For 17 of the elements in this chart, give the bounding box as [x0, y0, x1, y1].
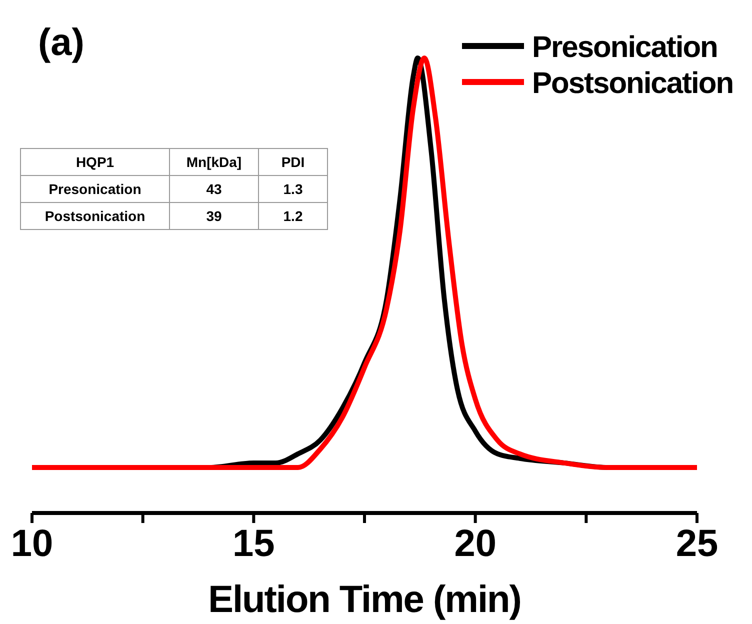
x-tick-label: 10 — [10, 522, 54, 565]
annotation: 43 — [170, 176, 258, 202]
annotation: Mn[kDa] — [170, 148, 258, 176]
annotation: HQP1 — [20, 148, 170, 176]
chart-title: (a) — [38, 22, 84, 64]
annotation: 1.3 — [258, 176, 328, 202]
legend-label: Presonication — [532, 31, 718, 64]
x-tick-label: 25 — [676, 522, 718, 565]
x-axis-title: Elution Time (min) — [208, 579, 521, 621]
annotation: Presonication — [20, 176, 170, 202]
annotation: 39 — [170, 202, 258, 230]
legend-label: Postsonication — [532, 67, 734, 100]
annotation: 1.2 — [258, 202, 328, 230]
x-tick-label: 15 — [232, 522, 275, 565]
annotation: Postsonication — [20, 202, 170, 230]
annotation: PDI — [258, 148, 328, 176]
x-tick-label: 20 — [454, 522, 496, 565]
